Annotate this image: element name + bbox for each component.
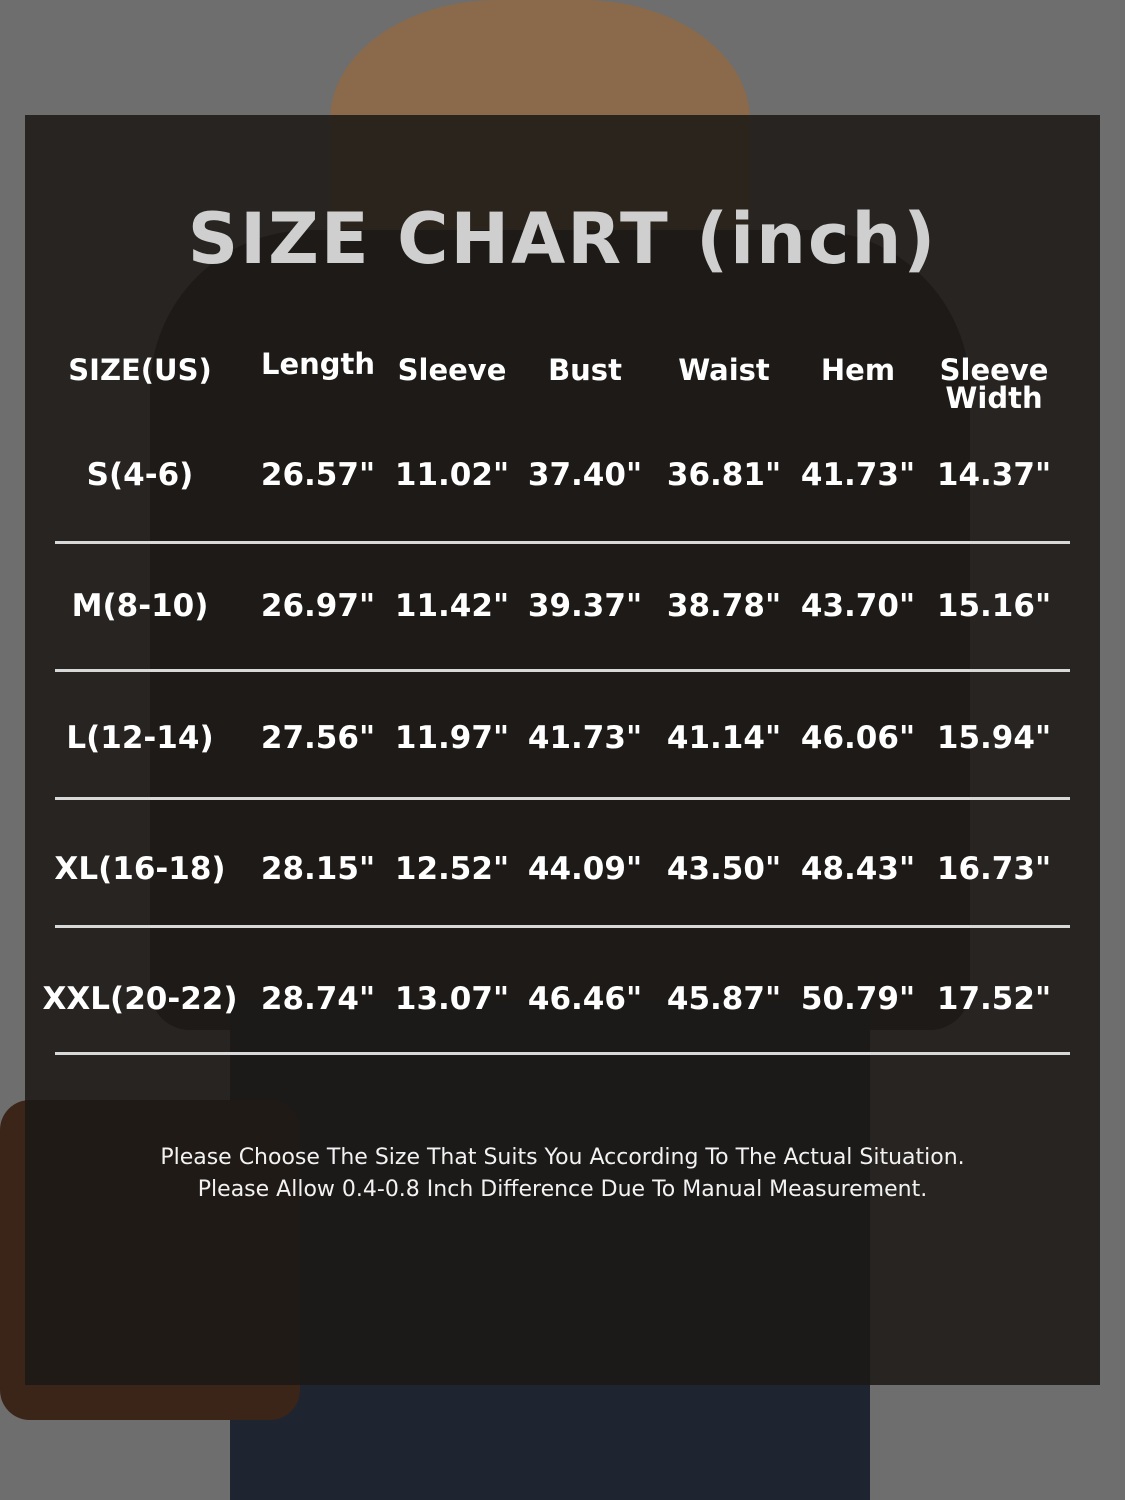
size-label: M(8-10) [71, 588, 209, 624]
row-divider [55, 541, 1070, 544]
column-header: Waist [678, 353, 770, 387]
measurement-cell: 38.78" [666, 588, 782, 624]
column-header: Sleeve [397, 353, 507, 387]
size-label: L(12-14) [66, 720, 214, 756]
measurement-cell: 39.37" [527, 588, 643, 624]
size-chart-panel [25, 115, 1100, 1385]
measurement-cell: 13.07" [394, 981, 510, 1017]
column-header: Hem [820, 353, 896, 387]
row-divider [55, 1052, 1070, 1055]
measurement-cell: 15.16" [936, 588, 1052, 624]
measurement-cell: 16.73" [936, 851, 1052, 887]
measurement-cell: 28.15" [260, 851, 376, 887]
measurement-cell: 46.46" [527, 981, 643, 1017]
measurement-cell: 36.81" [666, 457, 782, 493]
size-label: XXL(20-22) [42, 981, 238, 1017]
column-header: Sleeve Width [939, 353, 1049, 415]
measurement-cell: 11.42" [394, 588, 510, 624]
page-title: SIZE CHART (inch) [187, 198, 938, 280]
column-header: Length [260, 347, 376, 381]
measurement-cell: 41.73" [527, 720, 643, 756]
measurement-cell: 50.79" [800, 981, 916, 1017]
note-line-1: Please Choose The Size That Suits You Ac… [160, 1145, 965, 1170]
measurement-cell: 12.52" [394, 851, 510, 887]
measurement-cell: 44.09" [527, 851, 643, 887]
size-label: XL(16-18) [54, 851, 226, 887]
measurement-cell: 37.40" [527, 457, 643, 493]
measurement-cell: 45.87" [666, 981, 782, 1017]
measurement-cell: 46.06" [800, 720, 916, 756]
measurement-cell: 48.43" [800, 851, 916, 887]
measurement-cell: 41.73" [800, 457, 916, 493]
measurement-cell: 41.14" [666, 720, 782, 756]
measurement-cell: 43.50" [666, 851, 782, 887]
note-line-2: Please Allow 0.4-0.8 Inch Difference Due… [197, 1177, 928, 1202]
measurement-cell: 27.56" [260, 720, 376, 756]
row-divider [55, 797, 1070, 800]
column-header: Bust [548, 353, 622, 387]
measurement-cell: 11.97" [394, 720, 510, 756]
measurement-cell: 26.97" [260, 588, 376, 624]
measurement-cell: 17.52" [936, 981, 1052, 1017]
measurement-cell: 43.70" [800, 588, 916, 624]
row-divider [55, 925, 1070, 928]
measurement-cell: 15.94" [936, 720, 1052, 756]
measurement-cell: 11.02" [394, 457, 510, 493]
column-header: SIZE(US) [68, 353, 212, 387]
measurement-cell: 14.37" [936, 457, 1052, 493]
measurement-cell: 26.57" [260, 457, 376, 493]
row-divider [55, 669, 1070, 672]
size-label: S(4-6) [86, 457, 194, 493]
measurement-cell: 28.74" [260, 981, 376, 1017]
